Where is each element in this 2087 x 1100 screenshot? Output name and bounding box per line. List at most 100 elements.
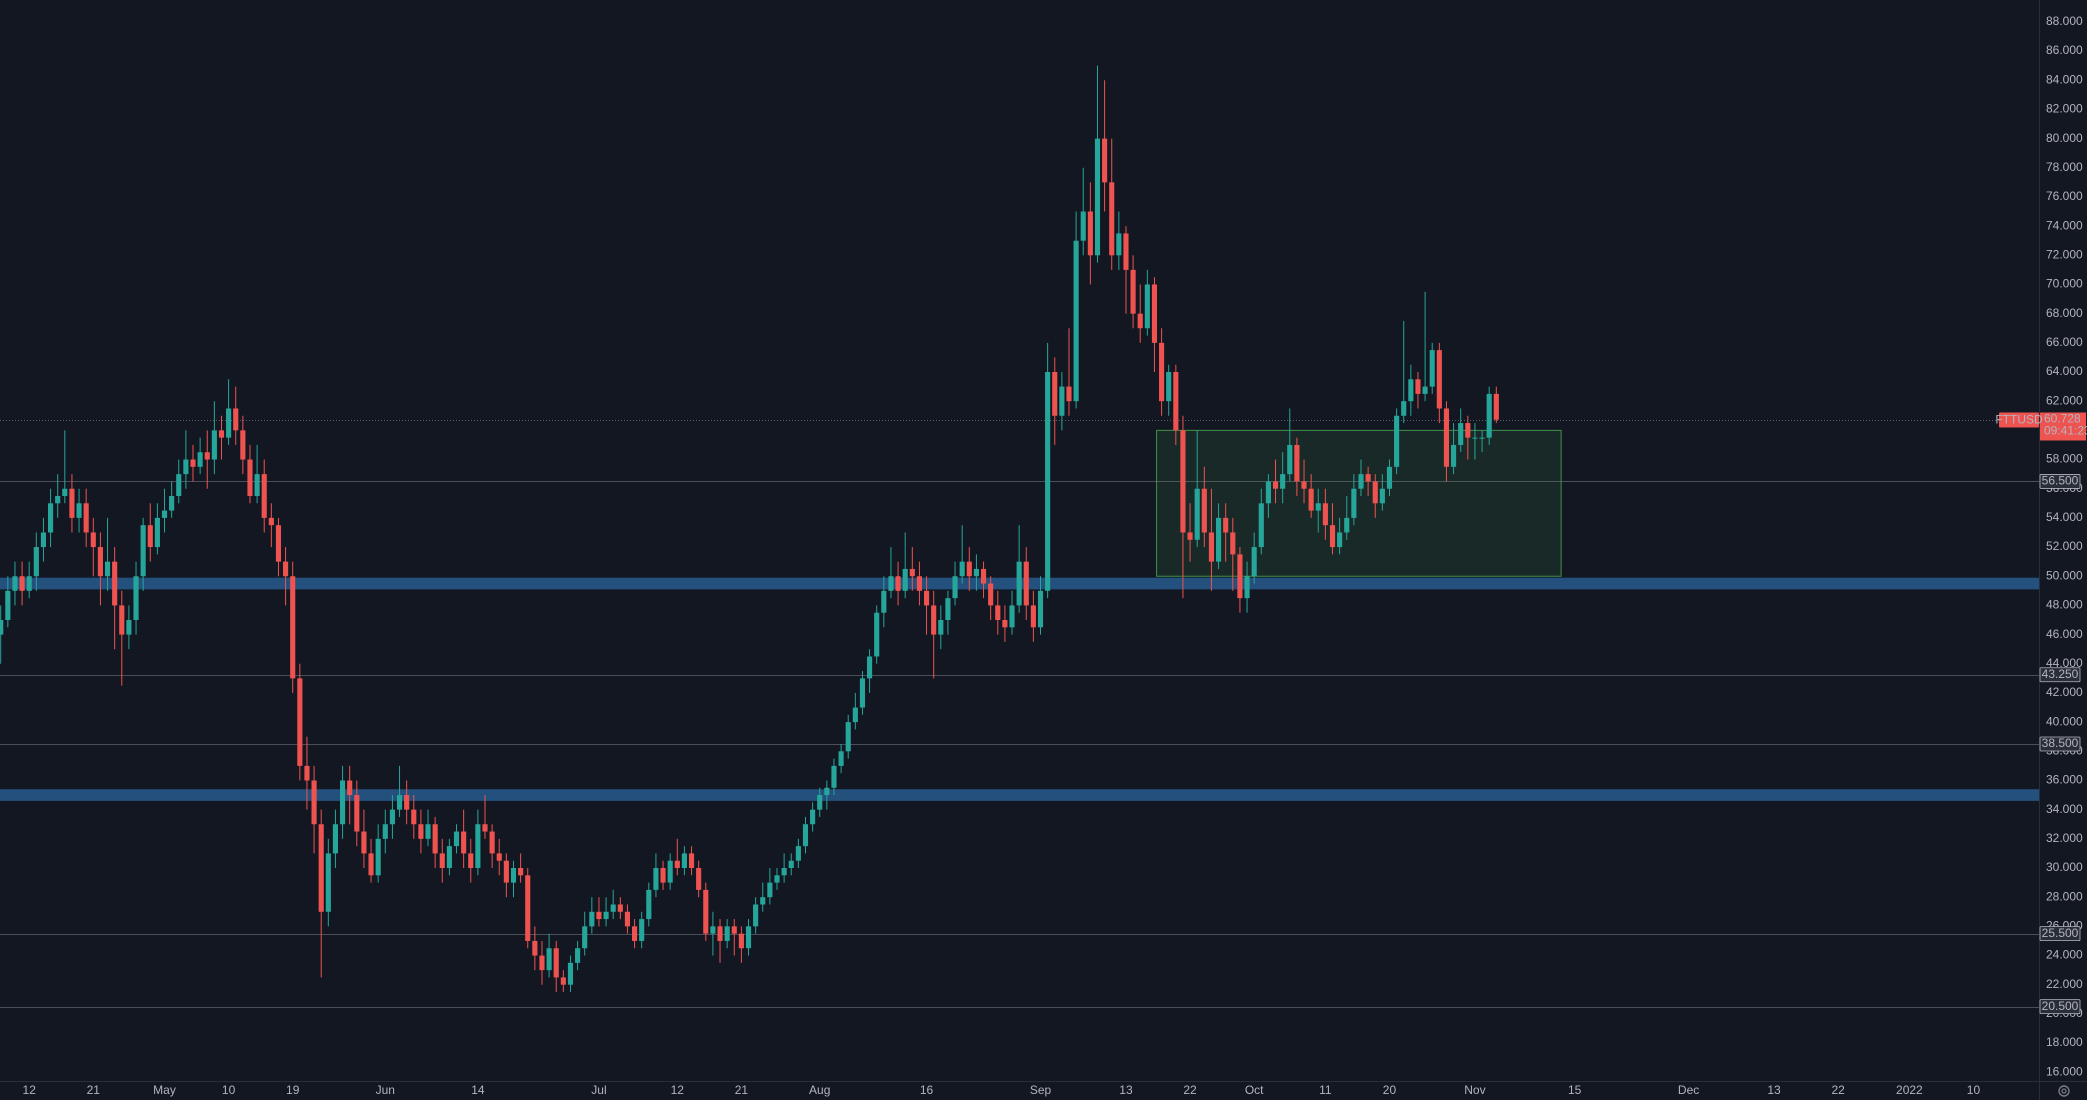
candle-body (760, 897, 766, 905)
candle-body (838, 751, 844, 766)
y-tick-label: 50.000 (2046, 568, 2083, 582)
level-label: 25.500 (2042, 926, 2079, 940)
candle-body (624, 911, 631, 927)
x-tick-label: 20 (1383, 1083, 1397, 1097)
candle-body (1159, 342, 1165, 402)
candle-body (482, 824, 488, 832)
candle-body (233, 408, 239, 431)
candle-body (688, 853, 695, 869)
level-label-box (2039, 999, 2081, 1014)
candle-body (1137, 313, 1143, 329)
candle-body (1422, 386, 1428, 394)
y-tick-label: 48.000 (2046, 598, 2083, 612)
candle-body (1187, 532, 1193, 540)
candle-body (745, 926, 752, 949)
candle-body (104, 561, 111, 577)
candle-body (468, 853, 474, 869)
candle-body (1379, 488, 1385, 504)
candle-body (1030, 605, 1036, 628)
candle-body (140, 525, 146, 577)
support-zone (0, 789, 2039, 801)
candle-body (1493, 393, 1499, 420)
y-tick-label: 82.000 (2046, 102, 2083, 116)
candle-body (347, 780, 353, 796)
y-tick-label: 70.000 (2046, 277, 2083, 291)
candle-body (69, 488, 75, 518)
candle-body (261, 474, 267, 518)
candle-body (938, 620, 944, 635)
y-tick-label: 80.000 (2046, 131, 2083, 145)
y-tick-label: 54.000 (2046, 510, 2083, 524)
candle-body (582, 926, 588, 949)
candle-body (297, 678, 303, 766)
candle-body (639, 919, 645, 941)
candle-body (161, 510, 168, 518)
candle-body (1016, 561, 1022, 606)
y-tick-label: 22.000 (2046, 977, 2083, 991)
x-tick-label: 10 (222, 1083, 236, 1097)
candle-body (147, 525, 153, 548)
candle-body (1472, 437, 1478, 439)
candle-body (275, 525, 282, 562)
x-tick-label: 12 (23, 1083, 37, 1097)
x-tick-label: Jun (376, 1083, 395, 1097)
x-tick-label: Sep (1030, 1083, 1052, 1097)
candle-body (1037, 590, 1044, 628)
candle-body (1337, 532, 1343, 548)
candle-body (290, 576, 296, 679)
candle-body (33, 547, 39, 577)
candle-body (867, 656, 873, 679)
level-label: 43.250 (2042, 667, 2079, 681)
candle-body (254, 474, 260, 497)
candle-body (1201, 488, 1207, 533)
y-tick-label: 84.000 (2046, 72, 2083, 86)
candle-body (553, 948, 559, 978)
x-tick-label: Dec (1678, 1083, 1699, 1097)
candle-body (1123, 233, 1129, 270)
y-tick-label: 44.000 (2046, 656, 2083, 670)
candle-body (810, 809, 816, 825)
range-box (1156, 429, 1562, 577)
y-tick-label: 32.000 (2046, 831, 2083, 845)
candle-body (354, 795, 360, 832)
y-tick-label: 34.000 (2046, 802, 2083, 816)
level-label-box (2039, 926, 2081, 942)
settings-icon[interactable] (2058, 1085, 2070, 1097)
candle-body (774, 875, 780, 883)
x-tick-label: 13 (1767, 1083, 1781, 1097)
candle-body (710, 926, 716, 934)
candle-body (1329, 525, 1336, 548)
y-tick-label: 72.000 (2046, 247, 2083, 261)
x-tick-label: Oct (1245, 1083, 1264, 1097)
candle-body (439, 853, 445, 869)
candle-body (1287, 444, 1293, 475)
candle-body (802, 824, 809, 847)
candle-body (831, 765, 837, 788)
x-tick-label: May (153, 1083, 176, 1097)
candle-body (525, 875, 531, 941)
candle-body (1322, 503, 1328, 526)
candle-body (339, 780, 346, 825)
candle-body (97, 547, 103, 577)
candle-body (667, 860, 673, 883)
candle-body (55, 496, 61, 504)
x-tick-label: 15 (1568, 1083, 1582, 1097)
candle-body (1265, 481, 1271, 504)
candle-body (539, 955, 545, 971)
y-tick-label: 18.000 (2046, 1035, 2083, 1049)
candle-body (1408, 379, 1414, 402)
candle-body (1002, 620, 1008, 628)
y-tick-label: 78.000 (2046, 160, 2083, 174)
candle-body (1144, 284, 1150, 329)
axes: 16.00018.00020.00022.00024.00026.00028.0… (23, 14, 2087, 1097)
last-price-label: 60.728 (2044, 412, 2081, 426)
candle-body (610, 904, 616, 912)
candle-body (1415, 379, 1421, 394)
candle-body (76, 503, 82, 518)
candle-body (240, 430, 246, 460)
candle-body (211, 430, 217, 460)
candle-body (1280, 474, 1286, 489)
candle-body (1486, 393, 1492, 438)
candle-body (90, 532, 96, 548)
